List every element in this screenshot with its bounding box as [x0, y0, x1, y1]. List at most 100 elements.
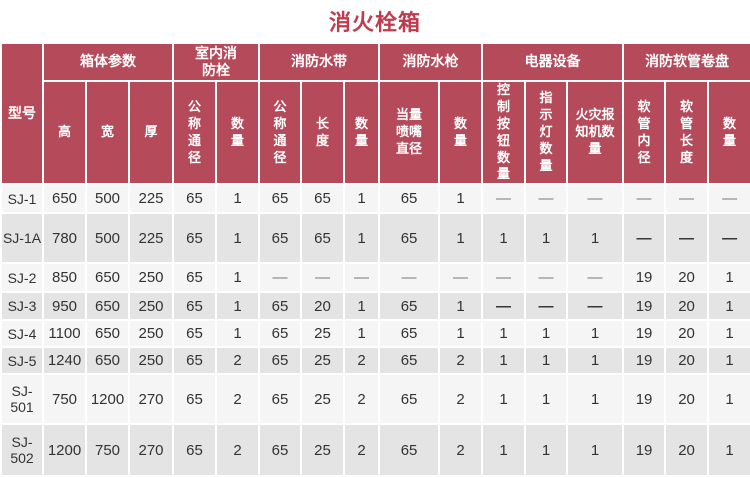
table-cell: 19	[622, 319, 667, 349]
row-model: SJ-3	[0, 291, 44, 322]
table-cell: 1	[524, 319, 569, 349]
table-cell: 20	[664, 423, 710, 477]
table-cell: 1200	[85, 373, 130, 426]
table-cell: —	[481, 183, 527, 215]
table-cell: —	[300, 262, 346, 294]
col-header-hydrant-diameter: 公 称 通 径	[172, 79, 218, 186]
table-cell: 2	[438, 423, 484, 477]
table-cell: 25	[300, 373, 346, 426]
table-cell: 2	[438, 373, 484, 426]
table-cell: 19	[622, 262, 667, 294]
table-cell: —	[481, 262, 527, 294]
table-cell: 1	[566, 373, 625, 426]
table-cell: —	[707, 212, 750, 265]
table-cell: 1	[481, 373, 527, 426]
col-header-hydrant-qty: 数 量	[215, 79, 261, 186]
table-cell: —	[481, 291, 527, 322]
table-cell: 65	[172, 373, 218, 426]
table-cell: 1	[343, 212, 381, 265]
table-cell: 2	[438, 346, 484, 376]
table-cell: 65	[172, 423, 218, 477]
table-cell: 1	[481, 346, 527, 376]
page-title: 消火栓箱	[328, 10, 421, 35]
table-cell: 1	[438, 291, 484, 322]
table-cell: 65	[258, 423, 303, 477]
col-header-width: 宽	[85, 79, 130, 186]
table-cell: 250	[127, 346, 175, 376]
table-cell: 1	[438, 319, 484, 349]
row-model: SJ-502	[0, 423, 44, 477]
table-cell: 1	[566, 319, 625, 349]
table-row: SJ-1A 780 500 225 65 1 65 65 1 65 1 1 1 1— — —	[0, 212, 750, 265]
table-cell: 650	[42, 183, 87, 215]
table-cell: —	[524, 262, 569, 294]
table-cell: 250	[127, 262, 175, 294]
table-cell: 65	[258, 212, 303, 265]
table-cell: 1200	[42, 423, 87, 477]
table-cell: 20	[300, 291, 346, 322]
table-cell: 65	[378, 319, 441, 349]
row-model: SJ-501	[0, 373, 44, 426]
header-sub-row: 高 宽 厚 公 称 通 径 数 量 公 称 通 径 长 度 数 量 当量 喷嘴 …	[1, 79, 750, 186]
table-cell: 65	[378, 423, 441, 477]
table-cell: 65	[258, 346, 303, 376]
row-model: SJ-1	[0, 183, 44, 215]
table-row: SJ-2 850 650 250 65 1— — — — — — — —19 20 1	[0, 262, 750, 294]
table-cell: 1	[481, 319, 527, 349]
row-model: SJ-4	[0, 319, 44, 349]
table-cell: 250	[127, 291, 175, 322]
table-row: SJ-501 750 1200 270 65 2 65 25 2 65 2 1 1 1 19 20 1	[0, 373, 750, 426]
table-cell: 19	[622, 423, 667, 477]
table-cell: 65	[300, 183, 346, 215]
table-cell: 65	[172, 291, 218, 322]
row-model: SJ-5	[0, 346, 44, 376]
col-group-box-params: 箱体参数	[41, 42, 175, 82]
table-cell: 1240	[42, 346, 87, 376]
col-header-reel-qty: 数 量	[707, 79, 750, 186]
table-cell: 2	[343, 373, 381, 426]
table-cell: 225	[127, 212, 175, 265]
table-cell: —	[707, 183, 750, 215]
table-cell: 25	[300, 423, 346, 477]
table-cell: 1	[481, 212, 527, 265]
table-cell: 19	[622, 373, 667, 426]
table-cell: 270	[127, 423, 175, 477]
table-cell: 1	[215, 319, 261, 349]
table-cell: 25	[300, 346, 346, 376]
table-cell: —	[524, 291, 569, 322]
table-cell: 1	[524, 373, 569, 426]
table-cell: 1	[343, 319, 381, 349]
table-cell: 65	[378, 212, 441, 265]
table-cell: 1	[524, 423, 569, 477]
table-row: SJ-3 950 650 250 65 1 65 20 1 65 1— — —19 20 1	[0, 291, 750, 322]
col-header-reel-inner-diameter: 软 管 内 径	[622, 79, 667, 186]
table-row: SJ-502 1200 750 270 65 2 65 25 2 65 2 1 1 1 19 20 1	[0, 423, 750, 477]
col-group-hose-reel: 消防软管卷盘	[622, 42, 750, 82]
table-cell: 20	[664, 291, 710, 322]
table-cell: 20	[664, 373, 710, 426]
table-cell: 25	[300, 319, 346, 349]
table-cell: 650	[85, 319, 130, 349]
table-cell: —	[664, 183, 710, 215]
col-header-indicator-light-qty: 指 示 灯 数 量	[524, 79, 569, 186]
table-cell: 19	[622, 346, 667, 376]
col-group-indoor-hydrant: 室内消 防栓	[172, 42, 261, 82]
table-cell: —	[343, 262, 381, 294]
table-cell: 1	[215, 183, 261, 215]
col-header-hose-qty: 数 量	[343, 79, 381, 186]
header-group-row: 型号 箱体参数 室内消 防栓 消防水带 消防水枪 电器设备 消防软管卷盘	[0, 41, 750, 186]
table-cell: 19	[622, 291, 667, 322]
table-cell: 650	[85, 262, 130, 294]
spec-table: 型号 箱体参数 室内消 防栓 消防水带 消防水枪 电器设备 消防软管卷盘 高 宽…	[0, 41, 750, 477]
table-row: SJ-1 650 500 225 65 1 65 65 1 65 1— — — — — —	[0, 183, 750, 215]
table-cell: —	[566, 291, 625, 322]
table-cell: 950	[42, 291, 87, 322]
table-cell: 1	[707, 262, 750, 294]
col-header-hose-length: 长 度	[300, 79, 346, 186]
table-cell: 1	[524, 212, 569, 265]
table-cell: 1	[566, 423, 625, 477]
table-cell: 1	[707, 346, 750, 376]
table-cell: 65	[378, 373, 441, 426]
col-group-fire-nozzle: 消防水枪	[378, 42, 484, 82]
col-header-nozzle-qty: 数 量	[438, 79, 484, 186]
